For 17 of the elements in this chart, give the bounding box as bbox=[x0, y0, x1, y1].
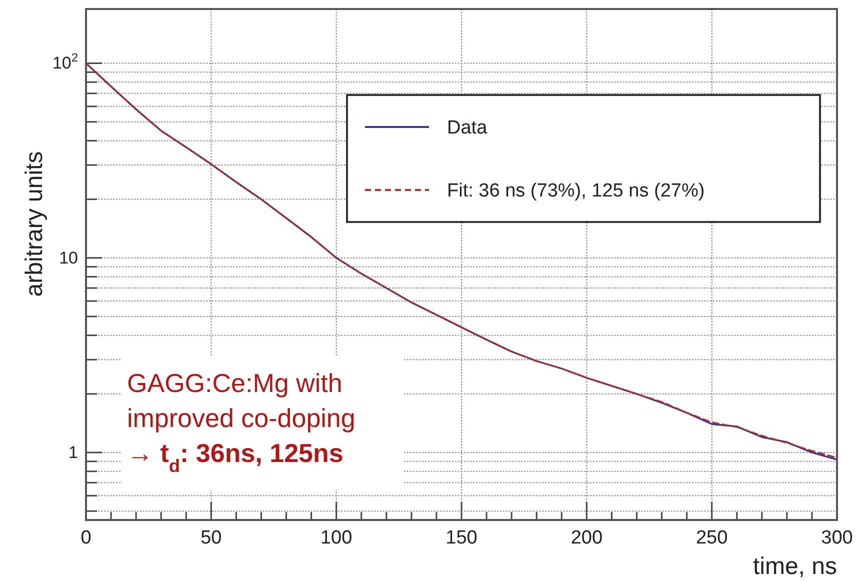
legend-label: Fit: 36 ns (73%), 125 ns (27%) bbox=[447, 180, 705, 202]
y-tick-label: 1 bbox=[68, 442, 78, 462]
annotation: improved co-doping bbox=[127, 403, 356, 433]
x-tick-label: 100 bbox=[320, 527, 352, 548]
x-axis-title: time, ns bbox=[752, 553, 837, 580]
annotation: → t$_{d}$: 36ns, 125ns bbox=[127, 438, 344, 476]
y-tick-label: 10$^{2}$ bbox=[52, 50, 78, 73]
x-tick-label: 50 bbox=[200, 527, 222, 548]
legend-label: Data bbox=[447, 118, 488, 139]
y-tick-label: 10 bbox=[59, 248, 78, 268]
x-tick-label: 0 bbox=[80, 527, 92, 548]
y-axis-title: arbitrary units bbox=[21, 151, 48, 297]
annotation: GAGG:Ce:Mg with bbox=[127, 368, 342, 398]
x-tick-label: 250 bbox=[696, 527, 728, 548]
x-tick-label: 150 bbox=[446, 527, 478, 548]
x-tick-label: 300 bbox=[821, 527, 853, 548]
x-tick-label: 200 bbox=[570, 527, 603, 548]
